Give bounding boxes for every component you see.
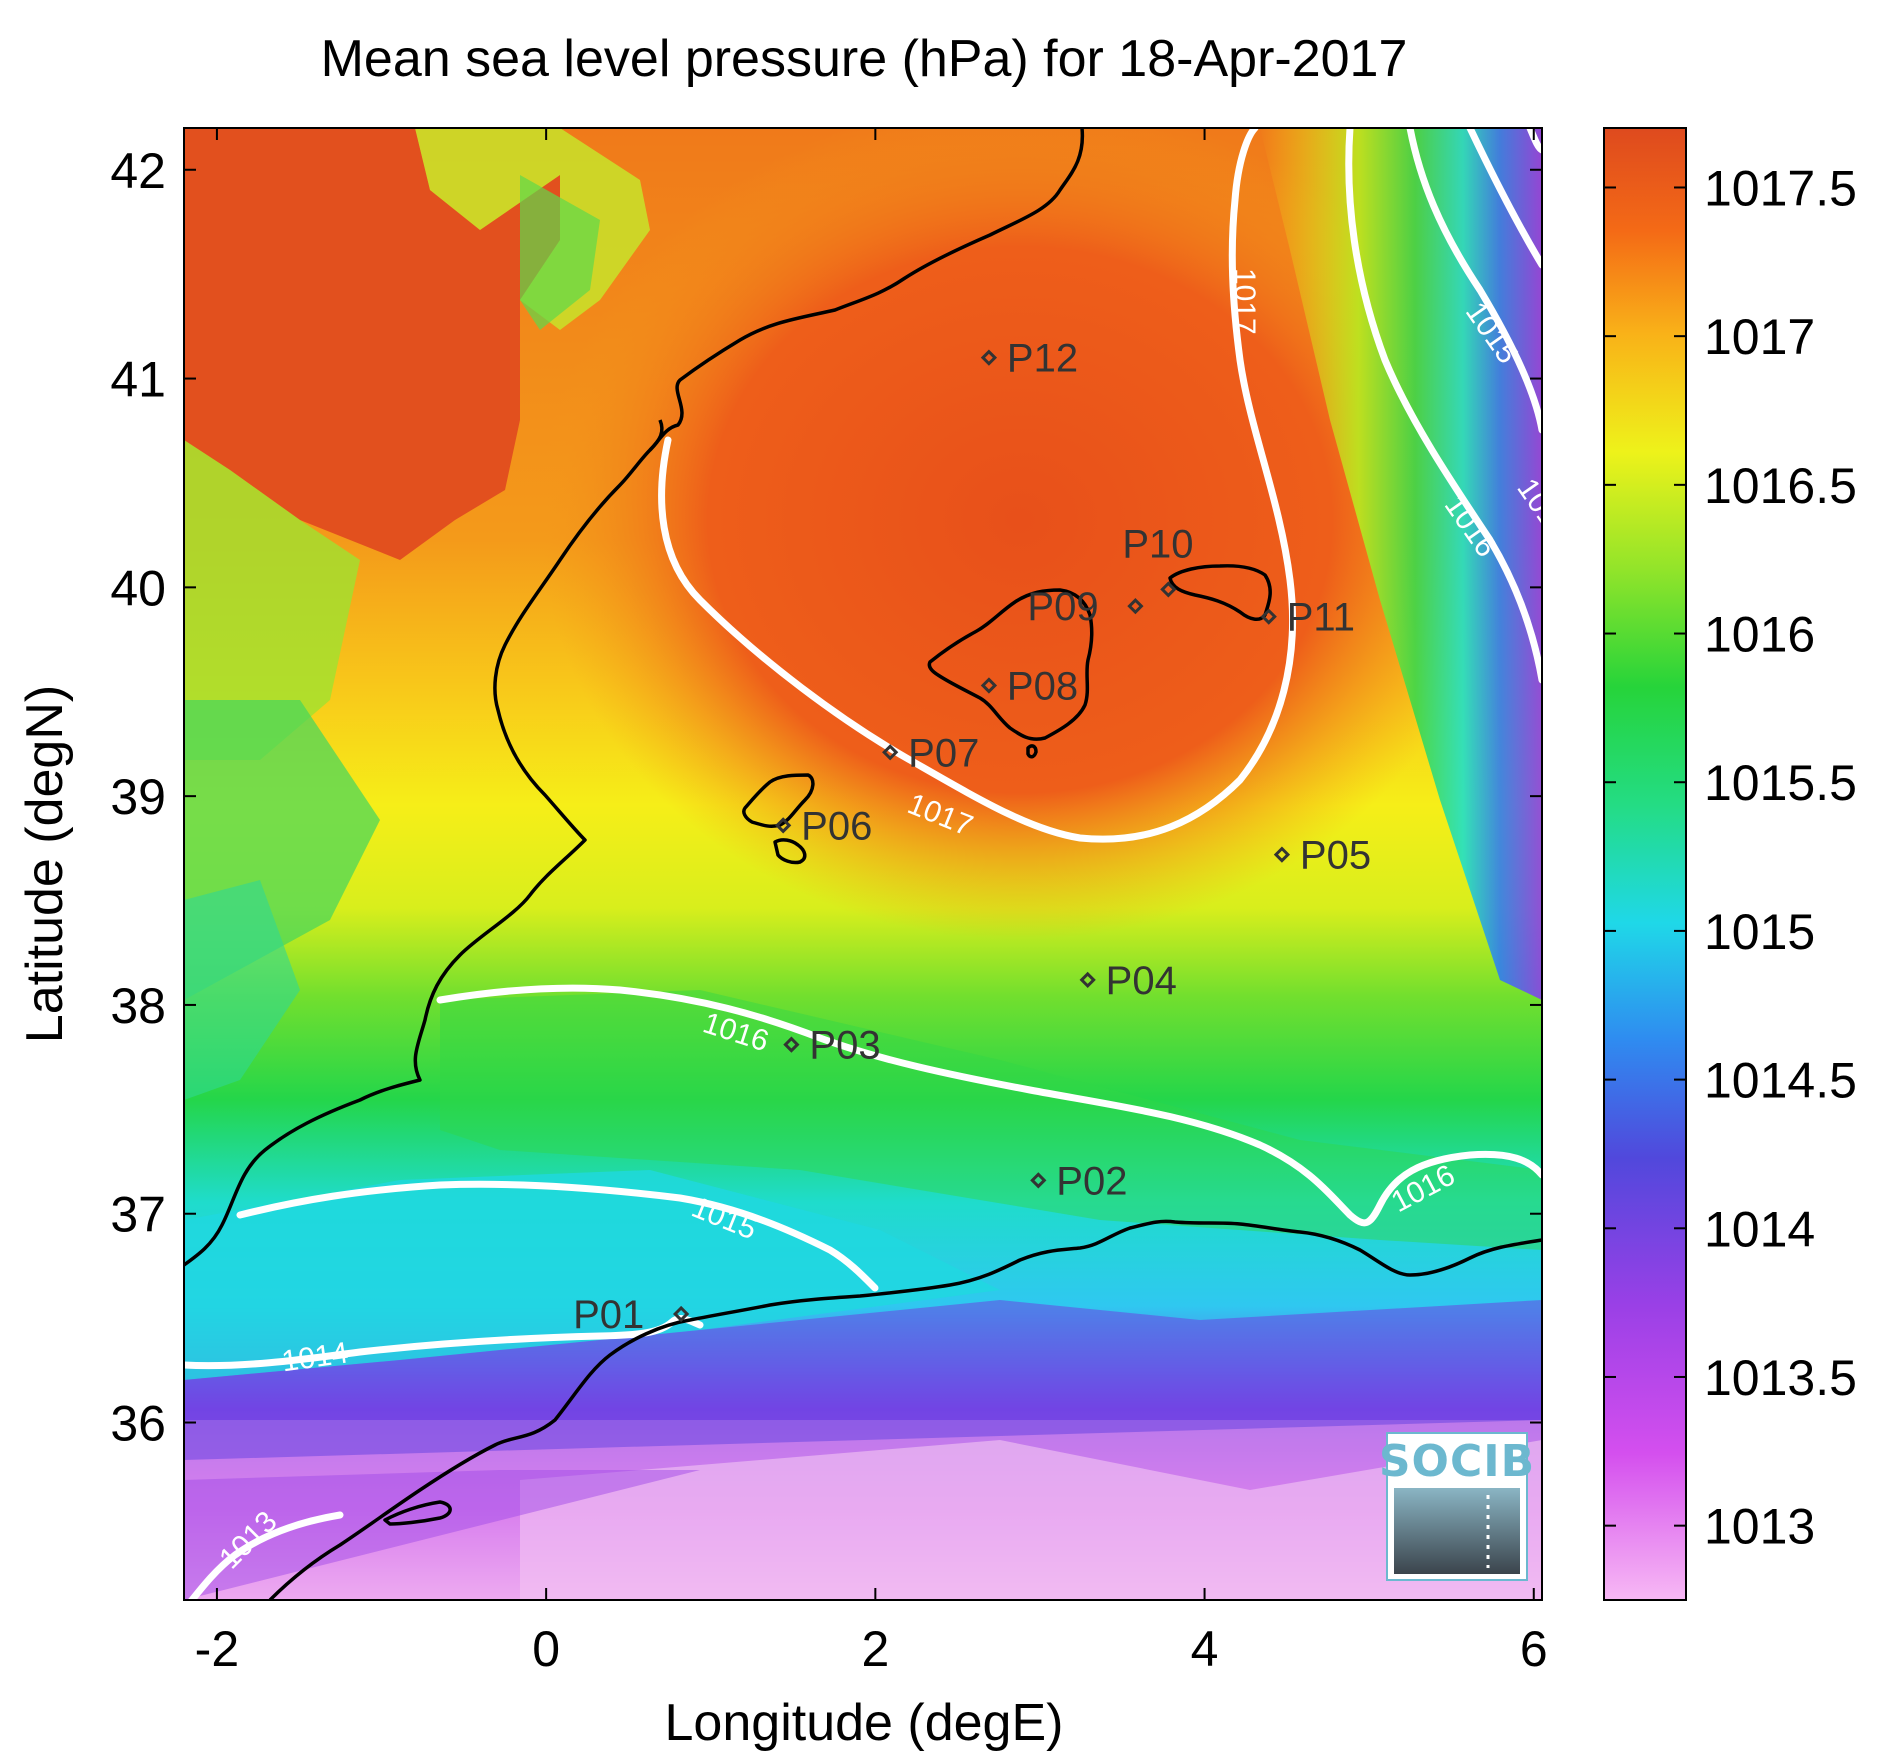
y-tick-label: 38 (110, 978, 166, 1034)
coast-alboran (383, 1500, 452, 1526)
colorbar-label: 1017.5 (1704, 160, 1857, 216)
logo-text: SOCIB (1379, 1436, 1535, 1487)
station-label: P05 (1300, 834, 1371, 878)
station-p04: P04 (1079, 959, 1177, 1003)
station-marker (882, 744, 899, 761)
station-label: P04 (1106, 959, 1177, 1003)
station-p11: P11 (1260, 596, 1355, 640)
coast-formentera (773, 838, 807, 865)
isobar-1016-east (1345, 128, 1542, 684)
station-marker (1030, 1172, 1047, 1189)
station-marker (1273, 846, 1291, 863)
coast-mallorca (927, 588, 1094, 741)
colorbar-label: 1016.5 (1704, 458, 1857, 514)
station-label: P06 (801, 804, 872, 848)
pressure-field (184, 128, 1542, 1600)
station-marker (775, 817, 792, 834)
station-marker (1127, 598, 1144, 615)
y-tick-label: 37 (110, 1187, 166, 1243)
isobar-1014-east (1466, 128, 1542, 269)
x-tick-label: 4 (1191, 1621, 1219, 1677)
station-marker (1260, 608, 1277, 625)
station-label: P07 (908, 731, 979, 775)
station-label: P12 (1007, 337, 1078, 381)
isobar-1017-main (658, 128, 1296, 843)
coast-ibiza (742, 773, 815, 828)
isobar-contours (184, 128, 1542, 1600)
station-marker (1160, 581, 1177, 598)
station-marker (980, 677, 998, 694)
y-axis-label: Latitude (degN) (16, 685, 74, 1043)
isobar-1015-east (1406, 128, 1542, 434)
colorbar-label: 1017 (1704, 309, 1815, 365)
station-p10: P10 (1122, 522, 1194, 598)
x-tick-label: 0 (532, 1621, 560, 1677)
station-markers: P01 P02 P03 P04 P05 P06 P07 P08 P09 P10 P11 P12 (573, 337, 1371, 1337)
colorbar-label: 1016 (1704, 607, 1815, 663)
x-tick-label: -2 (195, 1621, 239, 1677)
station-label: P09 (1027, 585, 1098, 629)
station-label: P08 (1007, 664, 1078, 708)
station-p07: P07 (882, 731, 979, 775)
colorbar-label: 1014 (1704, 1201, 1815, 1257)
colorbar-ticks (1604, 186, 1686, 1527)
y-tick-label: 41 (110, 352, 166, 408)
station-label: P10 (1122, 522, 1193, 566)
station-label: P11 (1287, 596, 1355, 640)
station-label: P01 (573, 1293, 644, 1337)
station-p08: P08 (980, 664, 1078, 708)
coast-africa (268, 1219, 1542, 1600)
station-marker (783, 1036, 800, 1053)
y-tick-labels: 36 37 38 39 40 41 42 (110, 143, 166, 1452)
station-marker (672, 1305, 690, 1323)
coast-cabrera (1026, 744, 1038, 759)
contour-label-1017-north: 1017 (1228, 268, 1261, 335)
x-tick-label: 6 (1520, 1621, 1548, 1677)
colorbar: 1013 1013.5 1014 1014.5 1015 1015.5 1016 1016.5… (1603, 127, 1857, 1601)
colorbar-label: 1014.5 (1704, 1053, 1857, 1109)
station-marker (1079, 971, 1096, 989)
station-label: P02 (1056, 1159, 1127, 1203)
x-tick-labels: -2 0 2 4 6 (195, 1621, 1548, 1677)
station-p06: P06 (775, 804, 872, 848)
y-tick-label: 42 (110, 143, 166, 199)
x-tick-label: 2 (861, 1621, 889, 1677)
colorbar-label: 1015 (1704, 904, 1815, 960)
station-marker (980, 349, 998, 366)
y-tick-label: 36 (110, 1396, 166, 1452)
station-label: P03 (809, 1024, 880, 1068)
isobar-1013-south (187, 1511, 344, 1600)
isobar-1016-south (436, 984, 1542, 1227)
station-p09: P09 (1027, 585, 1144, 629)
station-p12: P12 (980, 337, 1078, 381)
y-tick-label: 39 (110, 769, 166, 825)
station-p02: P02 (1030, 1159, 1127, 1203)
colorbar-gradient (1603, 127, 1687, 1601)
isobar-1015-south (236, 1180, 879, 1292)
coast-iberia-north (648, 419, 664, 452)
chart-title: Mean sea level pressure (hPa) for 18-Apr… (321, 30, 1408, 88)
axis-ticks (184, 128, 1542, 1600)
plot-frame (183, 127, 1543, 1601)
colorbar-labels: 1013 1013.5 1014 1014.5 1015 1015.5 1016 1016.5… (1704, 160, 1857, 1554)
socib-logo: SOCIB (1379, 1432, 1535, 1581)
coast-iberia (184, 128, 1085, 1267)
station-p01: P01 (573, 1293, 690, 1337)
colorbar-label: 1015.5 (1704, 755, 1857, 811)
station-p03: P03 (783, 1024, 881, 1068)
y-tick-label: 40 (110, 560, 166, 616)
colorbar-label: 1013 (1704, 1499, 1815, 1555)
colorbar-label: 1013.5 (1704, 1350, 1857, 1406)
isobar-1014-south (184, 1315, 704, 1370)
x-axis-label: Longitude (degE) (665, 1694, 1064, 1752)
station-p05: P05 (1273, 834, 1371, 878)
